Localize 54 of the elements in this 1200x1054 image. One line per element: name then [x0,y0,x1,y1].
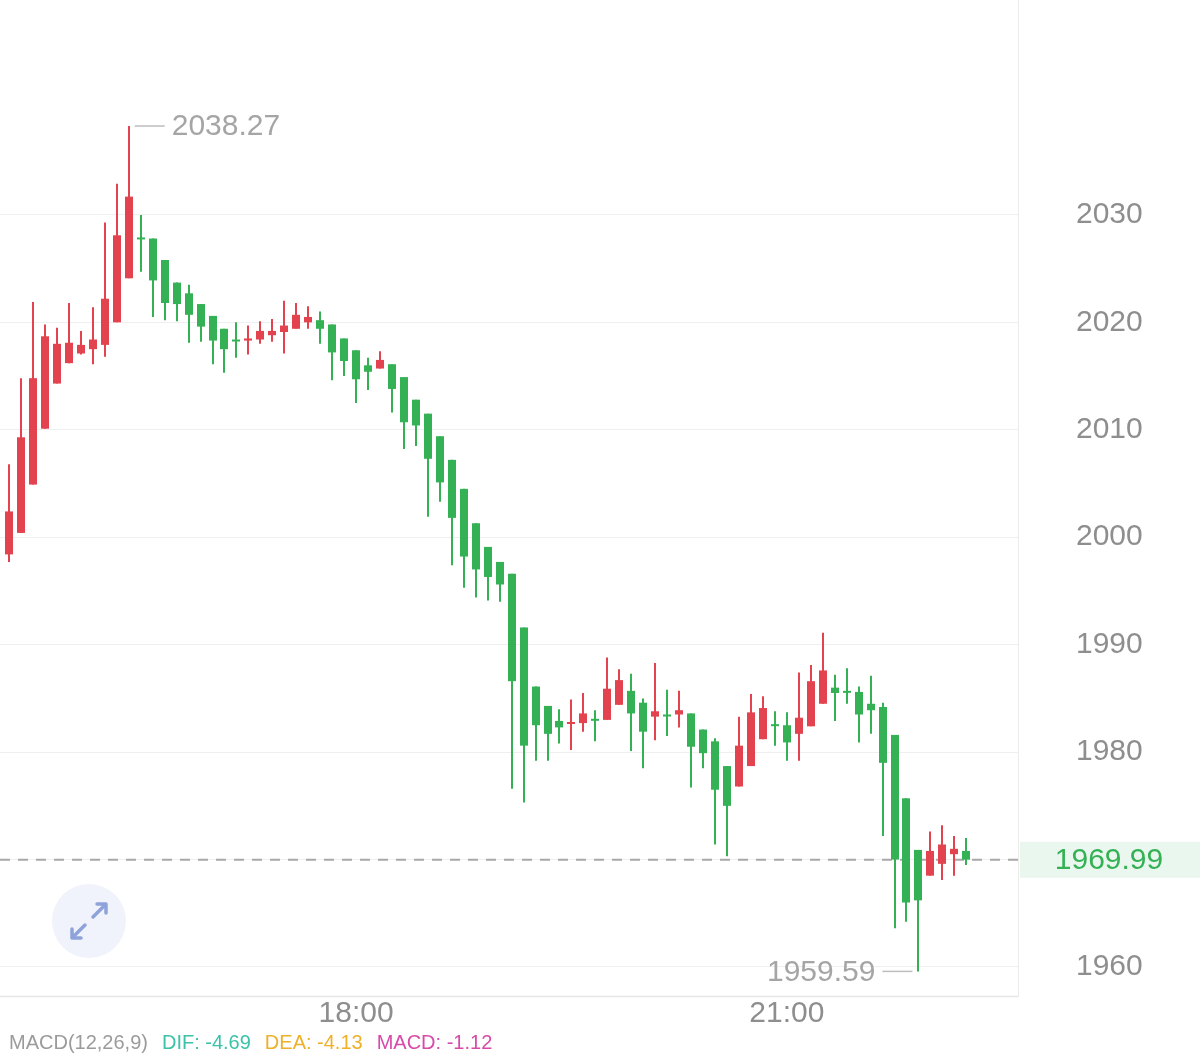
candlestick [496,560,504,603]
candlestick [831,673,839,722]
x-tick-label: 18:00 [318,995,394,1029]
candlestick [962,837,970,866]
candlestick [555,708,563,745]
candlestick [651,661,659,742]
candlestick [663,688,671,737]
text: MACD: -1.12 [376,1031,493,1053]
candlestick [340,337,348,378]
candlestick [867,674,875,735]
candlestick [197,303,205,343]
ref-line-label: 1969.99 [1054,841,1164,875]
candlestick [280,299,288,355]
candlestick [316,310,324,345]
candlestick [783,711,791,762]
candlestick [950,834,958,877]
candlestick [567,698,575,751]
candlestick [795,671,803,762]
candlestick [256,320,264,345]
candlestick [579,692,587,733]
candlestick [304,305,312,330]
candlestick [591,709,599,743]
y-tick-label: 1990 [1076,625,1143,659]
candlestick [137,213,145,273]
y-tick-label: 2020 [1076,303,1143,337]
text: DIF: -4.69 [161,1031,251,1053]
candlestick [232,321,240,359]
y-tick-label: 1980 [1076,733,1143,767]
candlestick [77,329,85,356]
text: MACD(12,26,9) [9,1031,148,1053]
candlestick [938,824,946,881]
candlestick [855,685,863,744]
candlestick [627,672,635,753]
annotation: 2038.27 [171,108,281,142]
candlestick [292,301,300,330]
candlestick [65,301,73,365]
x-tick-label: 21:00 [749,995,825,1029]
candlestick [364,356,372,392]
y-tick-label: 1960 [1076,948,1143,982]
candlestick [268,318,276,343]
candlestick [675,689,683,729]
y-tick-label: 2030 [1076,196,1143,230]
candlestick [220,327,228,374]
text: DEA: -4.13 [264,1031,363,1053]
candlestick [771,710,779,747]
candlestick [699,728,707,770]
y-tick-label: 2000 [1076,518,1143,552]
candlestick [185,283,193,344]
candlestick [173,281,181,323]
candlestick [244,324,252,356]
y-tick-label: 2010 [1076,411,1143,445]
annotation: 1959.59 [767,953,876,987]
candlestick [89,306,97,366]
candlestick [843,667,851,705]
